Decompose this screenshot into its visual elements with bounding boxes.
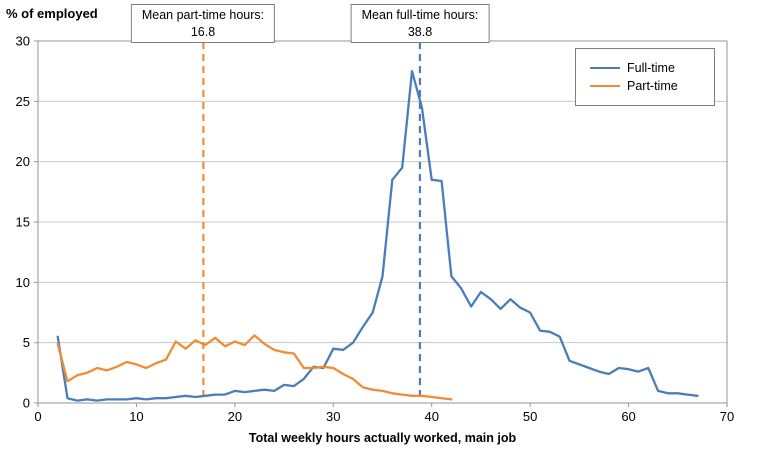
y-tick-label: 15 [16, 215, 30, 230]
y-tick-label: 5 [23, 335, 30, 350]
x-tick-label: 60 [621, 409, 635, 424]
x-tick-label: 30 [326, 409, 340, 424]
x-tick-label: 10 [129, 409, 143, 424]
y-tick-label: 20 [16, 154, 30, 169]
legend-label-fulltime: Full-time [627, 61, 675, 75]
x-tick-label: 0 [34, 409, 41, 424]
series-part-time [56, 334, 453, 401]
y-tick-label: 10 [16, 275, 30, 290]
mean-fulltime-label: Mean full-time hours: [361, 8, 479, 22]
x-tick-label: 20 [228, 409, 242, 424]
legend-entry-parttime: Part-time [590, 79, 714, 93]
x-tick-label: 50 [523, 409, 537, 424]
mean-parttime-value: 16.8 [190, 24, 216, 39]
x-tick-label: 40 [424, 409, 438, 424]
fulltime-line-swatch [590, 67, 620, 69]
y-tick-label: 0 [23, 396, 30, 411]
x-axis-title: Total weekly hours actually worked, main… [248, 431, 517, 445]
x-tick-label: 70 [720, 409, 734, 424]
mean-parttime-label: Mean part-time hours: [141, 8, 265, 22]
y-tick-label: 30 [16, 34, 30, 49]
parttime-line-swatch [590, 85, 620, 87]
y-tick-label: 25 [16, 94, 30, 109]
series-full-time [56, 70, 699, 402]
mean-fulltime-value: 38.8 [407, 24, 433, 39]
legend: Full-time Part-time [575, 48, 715, 106]
legend-entry-fulltime: Full-time [590, 61, 714, 75]
mean-fulltime-annotation: Mean full-time hours: 38.8 [350, 4, 490, 43]
mean-parttime-annotation: Mean part-time hours: 16.8 [130, 4, 276, 43]
legend-label-parttime: Part-time [627, 79, 678, 93]
y-axis-title: % of employed [6, 6, 98, 21]
